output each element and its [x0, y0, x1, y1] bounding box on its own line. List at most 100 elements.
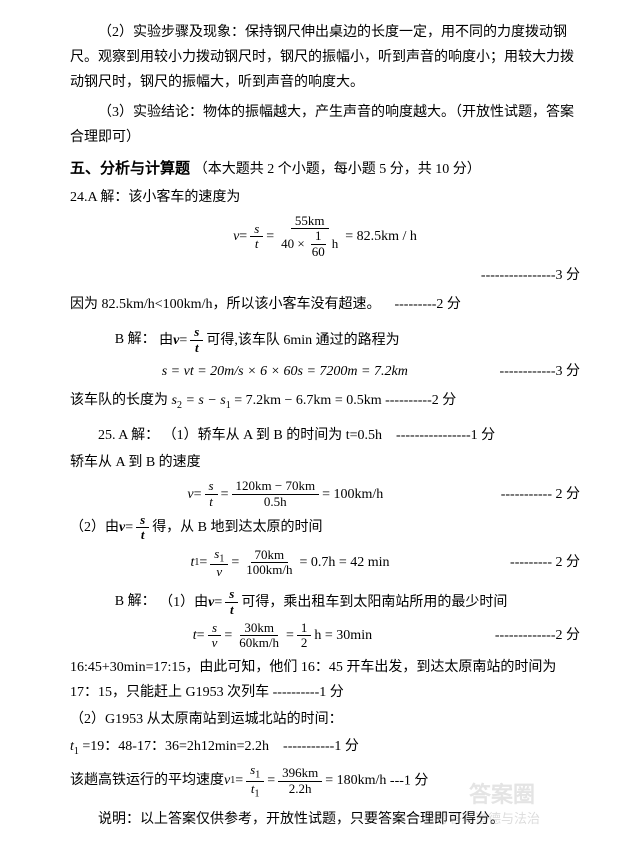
heading-text: 五、分析与计算题 — [70, 161, 190, 177]
eq-sign: = — [286, 623, 294, 648]
score-marker: ----------------3 分 — [481, 263, 580, 288]
eq-sign: = — [197, 623, 205, 648]
q24-a-intro: 24.A 解：该小客车的速度为 — [70, 185, 580, 210]
q24-b-intro: B 解： 由 v = st 可得,该车队 6min 通过的路程为 — [115, 325, 580, 355]
frac-den: v — [212, 565, 226, 579]
frac-den: t — [226, 603, 238, 617]
frac-den: 2.2h — [285, 782, 316, 796]
label: B 解： — [115, 332, 156, 347]
score-marker: ---1 分 — [390, 773, 429, 788]
score-marker: ----------2 分 — [385, 393, 456, 408]
eq-sign: = — [231, 550, 239, 575]
q25-b-eq1: t = sv = 30km60km/h = 12 h = 30min -----… — [70, 621, 580, 651]
result: = 100km/h — [322, 482, 383, 507]
label: B 解： — [115, 594, 156, 609]
eq-sign: = — [179, 328, 187, 353]
frac-den: t — [137, 528, 149, 542]
frac-den: 60 — [308, 245, 329, 259]
eq-sign: = — [125, 515, 133, 540]
frac-den: 40 × 160 h — [277, 229, 342, 259]
q25-b-line2: 16:45+30min=17:15，由此可知，他们 16：45 开车出发，到达太… — [70, 655, 580, 705]
text: （1）轿车从 A 到 B 的时间为 t=0.5h — [163, 428, 382, 443]
label: 25. A 解： — [98, 428, 159, 443]
score-marker: -----------1 分 — [283, 739, 359, 754]
frac-den: 2 — [297, 636, 312, 650]
frac-den: t — [251, 237, 263, 251]
q25-a-eq1: v = st = 120km − 70km0.5h = 100km/h ----… — [70, 479, 580, 509]
eq-sign: = — [239, 224, 247, 249]
eq-sign: = — [214, 590, 222, 615]
paragraph-3: （3）实验结论：物体的振幅越大，产生声音的响度越大。（开放性试题，答案合理即可） — [70, 100, 580, 150]
den-text: 40 × — [281, 237, 305, 251]
score-marker: ----------1 分 — [273, 685, 344, 700]
result: = 82.5km / h — [345, 224, 417, 249]
text: = s − s — [185, 393, 225, 408]
sub-1: 1 — [74, 746, 79, 757]
sub-1: 1 — [254, 788, 259, 799]
text: = 7.2km − 6.7km = 0.5km — [234, 393, 381, 408]
frac-den: 60km/h — [235, 636, 283, 650]
section-5-heading: 五、分析与计算题 （本大题共 2 个小题，每小题 5 分，共 10 分） — [70, 156, 580, 183]
score-marker: ---------2 分 — [394, 297, 460, 312]
score-marker: ------------3 分 — [500, 359, 580, 384]
paragraph-2: （2）实验步骤及现象：保持钢尺伸出桌边的长度一定，用不同的力度拨动钢尺。观察到用… — [70, 20, 580, 96]
q25-b-line5: 该趟高铁运行的平均速度 v1 = s1t1 = 396km2.2h = 180k… — [70, 763, 580, 799]
frac-num: 396km — [278, 766, 322, 781]
frac-num: s — [136, 513, 149, 528]
result: = 180km/h — [325, 768, 386, 793]
q25-a-line3: （2）由 v = st 得，从 B 地到达太原的时间 — [70, 513, 580, 543]
score-marker: ----------------1 分 — [396, 428, 495, 443]
frac-num: 55km — [291, 214, 329, 229]
frac-den: t — [191, 341, 203, 355]
q25-a-eq2: t1 = s1v = 70km100km/h = 0.7h = 42 min -… — [70, 547, 580, 580]
frac-den: v — [208, 636, 222, 650]
den-text: h — [332, 237, 339, 251]
frac-den: t — [205, 495, 217, 509]
q25-b-line4: t1 =19：48-17：36=2h12min=2.2h -----------… — [70, 734, 580, 761]
equation: s = vt = 20m/s × 6 × 60s = 7200m = 7.2km — [162, 364, 408, 379]
frac-den: 0.5h — [260, 495, 291, 509]
sub-1: 1 — [226, 400, 231, 411]
q24-b-line2: 该车队的长度为 s2 = s − s1 = 7.2km − 6.7km = 0.… — [70, 388, 580, 415]
q25-a-line2: 轿车从 A 到 B 的速度 — [70, 450, 580, 475]
frac-num: 1 — [297, 621, 312, 636]
text: 可得,该车队 6min 通过的路程为 — [206, 328, 399, 353]
eq-sign: = — [194, 482, 202, 507]
text: 该趟高铁运行的平均速度 — [70, 768, 224, 793]
text: =19：48-17：36=2h12min=2.2h — [82, 739, 269, 754]
text: 因为 82.5km/h<100km/h，所以该小客车没有超速。 — [70, 297, 380, 312]
eq-sign: = — [267, 768, 275, 793]
result: h = 30min — [314, 623, 372, 648]
frac-num: 1 — [311, 229, 326, 244]
score-marker: -------------2 分 — [495, 623, 580, 648]
eq-sign: = — [224, 623, 232, 648]
footer-note: 说明：以上答案仅供参考，开放性试题，只要答案合理即可得分。 — [70, 807, 580, 832]
result: = 0.7h = 42 min — [299, 550, 389, 575]
frac-num: s — [250, 222, 263, 237]
sub-1: 1 — [255, 770, 260, 781]
q24-b-eq1: s = vt = 20m/s × 6 × 60s = 7200m = 7.2km… — [70, 359, 580, 384]
q24-a-score1-row: ----------------3 分 — [70, 263, 580, 288]
score-marker: ----------- 2 分 — [501, 482, 580, 507]
frac-num: 120km − 70km — [232, 479, 320, 494]
q24-a-conclusion: 因为 82.5km/h<100km/h，所以该小客车没有超速。 --------… — [70, 292, 580, 317]
text: （1）由 — [159, 590, 208, 615]
frac-num: s — [190, 325, 203, 340]
heading-info: （本大题共 2 个小题，每小题 5 分，共 10 分） — [194, 162, 481, 177]
eq-sign: = — [266, 224, 274, 249]
text: 得，从 B 地到达太原的时间 — [152, 515, 322, 540]
sub-1: 1 — [219, 553, 224, 564]
q25-b-line3: （2）G1953 从太原南站到运城北站的时间： — [70, 707, 580, 732]
score-marker: --------- 2 分 — [510, 550, 580, 575]
q24-a-eq1: v = st = 55km 40 × 160 h = 82.5km / h — [70, 214, 580, 259]
frac-num: s — [225, 587, 238, 602]
frac-num: 30km — [240, 621, 278, 636]
sub-2: 2 — [177, 400, 182, 411]
frac-den: 100km/h — [242, 563, 296, 577]
eq-sign: = — [221, 482, 229, 507]
text: 由 — [159, 328, 173, 353]
text: 可得，乘出租车到太阳南站所用的最少时间 — [241, 590, 507, 615]
q25-a-line1: 25. A 解： （1）轿车从 A 到 B 的时间为 t=0.5h ------… — [98, 423, 580, 448]
frac-num: 70km — [251, 548, 289, 563]
text: 该车队的长度为 — [70, 393, 168, 408]
